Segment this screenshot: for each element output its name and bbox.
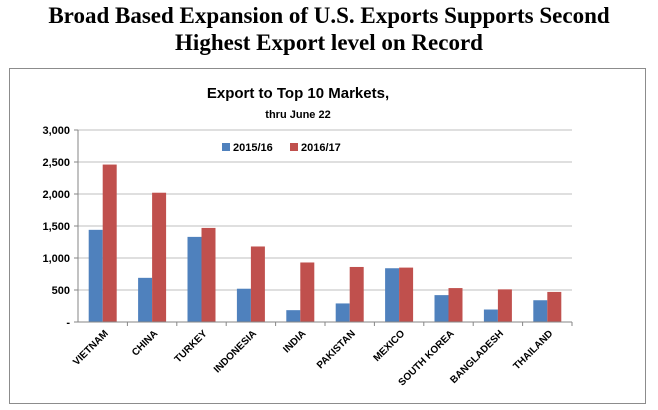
bar-2016-17-indonesia — [250, 246, 265, 322]
x-category-label: TURKEY — [173, 328, 210, 365]
legend-swatch — [222, 143, 230, 151]
headline: Broad Based Expansion of U.S. Exports Su… — [0, 2, 658, 56]
bar-2015-16-bangladesh — [483, 309, 498, 322]
x-category-label: INDIA — [281, 328, 308, 355]
y-tick-label: 1,500 — [42, 221, 70, 233]
bar-2015-16-pakistan — [335, 303, 350, 322]
bars — [88, 164, 562, 322]
headline-line-1: Broad Based Expansion of U.S. Exports Su… — [48, 3, 610, 28]
bar-2015-16-indonesia — [236, 288, 251, 322]
bar-2016-17-china — [152, 192, 167, 322]
bar-2015-16-thailand — [533, 300, 548, 322]
axes: - 500 1,000 1,500 2,000 2,500 3,000 VIETNAM CHIN… — [42, 125, 573, 388]
y-tick-label: 3,000 — [42, 125, 70, 137]
y-tick-label: 2,500 — [42, 157, 70, 169]
bar-2015-16-turkey — [187, 236, 202, 322]
chart-subtitle: thru June 22 — [265, 109, 330, 121]
headline-line-2: Highest Export level on Record — [175, 30, 483, 55]
legend-label: 2015/16 — [233, 142, 273, 154]
bar-2016-17-south-korea — [448, 288, 463, 322]
x-category-label: THAILAND — [512, 328, 556, 372]
x-category-label: PAKISTAN — [315, 328, 358, 371]
bar-2016-17-pakistan — [349, 266, 364, 322]
bar-2016-17-thailand — [547, 291, 562, 322]
x-category-label: CHINA — [130, 328, 160, 358]
bar-2015-16-vietnam — [88, 229, 103, 322]
bar-2016-17-india — [300, 262, 315, 322]
bar-2015-16-mexico — [385, 268, 400, 322]
y-tick-label: 2,000 — [42, 189, 70, 201]
y-tick-label: 1,000 — [42, 253, 70, 265]
legend-label: 2016/17 — [301, 142, 341, 154]
bar-2015-16-south-korea — [434, 295, 449, 322]
y-tick-label: - — [66, 317, 70, 329]
bar-2016-17-bangladesh — [497, 289, 512, 322]
x-category-label: BANGLADESH — [448, 328, 506, 386]
y-tick-label: 500 — [52, 285, 70, 297]
bar-2015-16-china — [138, 277, 153, 322]
bar-2016-17-turkey — [201, 227, 216, 322]
chart-title: Export to Top 10 Markets, — [207, 85, 389, 102]
legend-swatch — [290, 143, 298, 151]
legend: 2015/16 2016/17 — [222, 142, 341, 154]
bar-2015-16-india — [286, 310, 301, 322]
x-category-label: MEXICO — [372, 328, 408, 364]
x-category-label: INDONESIA — [212, 328, 259, 375]
bar-2016-17-mexico — [399, 267, 414, 322]
x-category-label: VIETNAM — [71, 328, 111, 368]
bar-2016-17-vietnam — [102, 164, 117, 322]
